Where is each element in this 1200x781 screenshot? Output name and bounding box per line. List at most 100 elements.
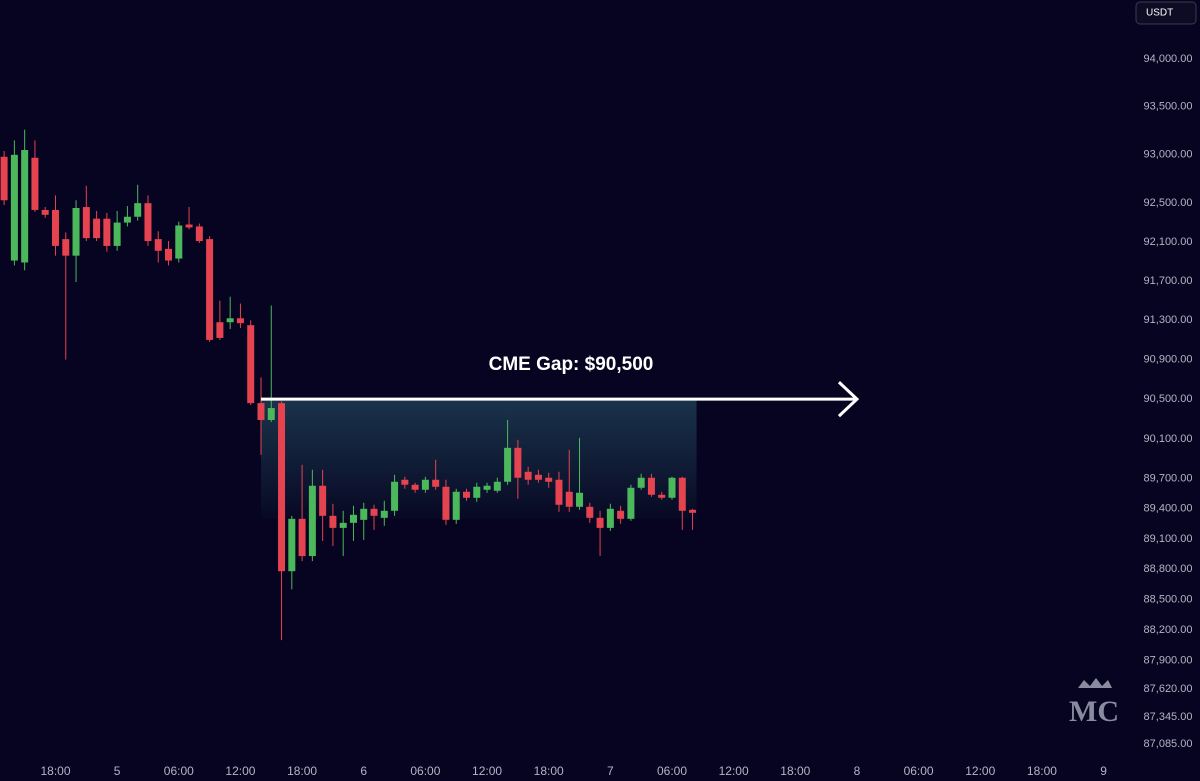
candle-body bbox=[627, 487, 635, 519]
x-tick-label: 06:00 bbox=[410, 764, 440, 778]
x-tick-label: 7 bbox=[607, 764, 614, 778]
candle-body bbox=[442, 486, 450, 520]
candle-body bbox=[401, 479, 409, 485]
x-tick-label: 5 bbox=[114, 764, 121, 778]
x-tick-label: 12:00 bbox=[472, 764, 502, 778]
candle-body bbox=[678, 477, 686, 511]
x-tick-label: 06:00 bbox=[904, 764, 934, 778]
candle-body bbox=[123, 216, 131, 223]
candle-body bbox=[319, 485, 327, 516]
candle-body bbox=[370, 508, 378, 516]
currency-label: USDT bbox=[1146, 8, 1173, 19]
gap-zone bbox=[260, 399, 697, 520]
candle-body bbox=[10, 154, 18, 261]
y-tick-label: 92,100.00 bbox=[1144, 236, 1193, 248]
candle-body bbox=[62, 239, 70, 256]
candle-body bbox=[21, 150, 29, 263]
candle-body bbox=[51, 209, 59, 246]
y-tick-label: 88,500.00 bbox=[1144, 593, 1193, 605]
x-tick-label: 18:00 bbox=[780, 764, 810, 778]
candle-body bbox=[185, 224, 193, 228]
candle-body bbox=[596, 517, 604, 528]
candle-body bbox=[432, 479, 440, 487]
y-tick-label: 88,200.00 bbox=[1144, 624, 1193, 636]
candle-body bbox=[72, 208, 80, 256]
x-tick-label: 06:00 bbox=[657, 764, 687, 778]
y-tick-label: 90,100.00 bbox=[1144, 433, 1193, 445]
x-tick-label: 18:00 bbox=[534, 764, 564, 778]
candle-body bbox=[41, 209, 49, 215]
x-tick-label: 12:00 bbox=[225, 764, 255, 778]
candle-body bbox=[308, 485, 316, 557]
candle-body bbox=[689, 509, 697, 513]
y-tick-label: 87,620.00 bbox=[1144, 683, 1193, 695]
y-tick-label: 91,300.00 bbox=[1144, 314, 1193, 326]
y-tick-label: 91,700.00 bbox=[1144, 275, 1193, 287]
candle-body bbox=[267, 408, 275, 420]
candle-body bbox=[524, 471, 532, 480]
gap-arrow-head bbox=[837, 381, 860, 418]
y-tick-label: 90,500.00 bbox=[1144, 393, 1193, 405]
candle-body bbox=[380, 510, 388, 518]
candle-body bbox=[658, 494, 666, 498]
candle-body bbox=[555, 479, 563, 505]
candle-body bbox=[82, 207, 90, 239]
candle-body bbox=[606, 508, 614, 528]
x-tick-label: 18:00 bbox=[1027, 764, 1057, 778]
x-tick-label: 6 bbox=[360, 764, 367, 778]
candle-body bbox=[103, 218, 111, 246]
logo-crown bbox=[1078, 678, 1112, 688]
candle-body bbox=[493, 481, 501, 491]
candle-body bbox=[514, 447, 522, 478]
candle-body bbox=[411, 484, 419, 490]
candle-body bbox=[360, 508, 368, 520]
candle-body bbox=[349, 514, 357, 523]
candle-body bbox=[473, 486, 481, 498]
y-tick-label: 88,800.00 bbox=[1144, 563, 1193, 575]
candle-body bbox=[462, 491, 470, 498]
candle-body bbox=[329, 515, 337, 528]
candle-body bbox=[504, 447, 512, 482]
candle-body bbox=[298, 518, 306, 557]
candle-body bbox=[565, 491, 573, 507]
candle-body bbox=[617, 510, 625, 519]
candle-body bbox=[339, 522, 347, 528]
y-tick-label: 92,500.00 bbox=[1144, 197, 1193, 209]
candle-body bbox=[154, 239, 162, 251]
candle-body bbox=[647, 477, 655, 495]
logo: MC bbox=[1069, 678, 1119, 728]
x-tick-label: 12:00 bbox=[719, 764, 749, 778]
candle-body bbox=[534, 474, 542, 480]
candle-body bbox=[175, 225, 183, 259]
candle-body bbox=[421, 479, 429, 490]
currency-badge[interactable] bbox=[1135, 1, 1197, 25]
y-tick-label: 89,400.00 bbox=[1144, 503, 1193, 515]
y-tick-label: 94,000.00 bbox=[1144, 53, 1193, 65]
x-tick-label: 9 bbox=[1100, 764, 1107, 778]
candle-body bbox=[483, 485, 491, 490]
candle-body bbox=[586, 506, 594, 518]
candle-body bbox=[391, 481, 399, 511]
candle-body bbox=[257, 403, 265, 420]
candle-body bbox=[452, 491, 460, 520]
x-tick-label: 18:00 bbox=[287, 764, 317, 778]
candle-body bbox=[545, 477, 553, 482]
candle-body bbox=[278, 403, 286, 572]
candle-body bbox=[31, 157, 39, 210]
y-tick-label: 93,500.00 bbox=[1144, 101, 1193, 113]
candle-body bbox=[668, 477, 676, 498]
candle-body bbox=[206, 239, 214, 340]
y-tick-label: 87,085.00 bbox=[1144, 738, 1193, 750]
y-tick-label: 87,900.00 bbox=[1144, 654, 1193, 666]
candle-body bbox=[576, 492, 584, 507]
candle-body bbox=[144, 203, 152, 242]
y-tick-label: 87,345.00 bbox=[1144, 711, 1193, 723]
candle-body bbox=[195, 226, 203, 242]
x-tick-label: 12:00 bbox=[965, 764, 995, 778]
candle-body bbox=[247, 325, 255, 404]
y-tick-label: 89,100.00 bbox=[1144, 533, 1193, 545]
candle-body bbox=[165, 248, 173, 261]
